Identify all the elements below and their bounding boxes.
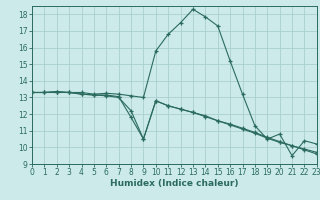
X-axis label: Humidex (Indice chaleur): Humidex (Indice chaleur) [110,179,239,188]
